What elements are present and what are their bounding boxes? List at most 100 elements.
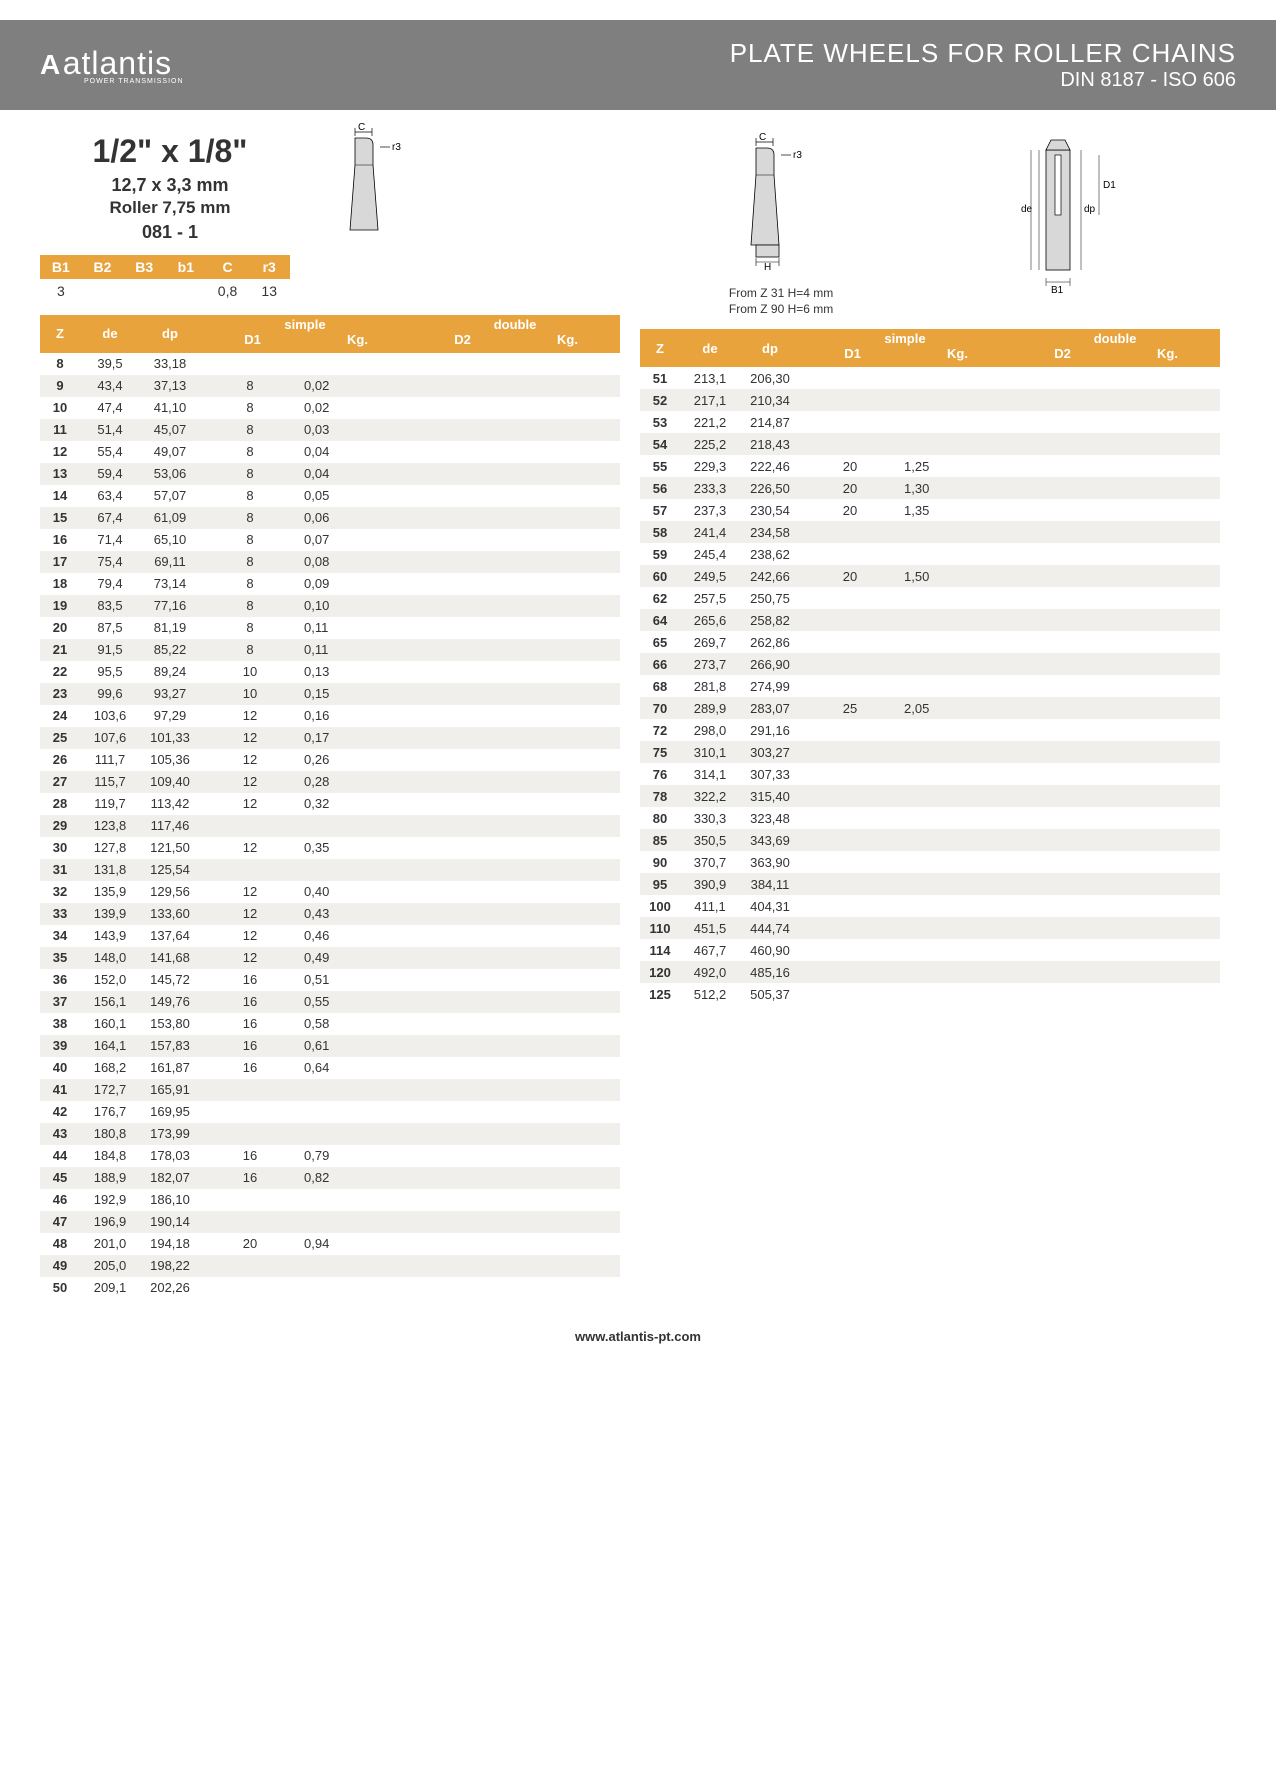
cell-dp: 214,87 bbox=[740, 415, 800, 430]
table-row: 110451,5444,74 bbox=[640, 917, 1220, 939]
cell-d1: 12 bbox=[200, 774, 300, 789]
table-row: 120492,0485,16 bbox=[640, 961, 1220, 983]
cell-d1: 10 bbox=[200, 686, 300, 701]
cell-z: 17 bbox=[40, 554, 80, 569]
cell-dp: 194,18 bbox=[140, 1236, 200, 1251]
table-row: 39164,1157,83160,61 bbox=[40, 1035, 620, 1057]
cell-dp: 291,16 bbox=[740, 723, 800, 738]
tbody-left: 839,533,18943,437,1380,021047,441,1080,0… bbox=[40, 353, 620, 1299]
cell-dp: 384,11 bbox=[740, 877, 800, 892]
table-row: 47196,9190,14 bbox=[40, 1211, 620, 1233]
left-column: 1/2" x 1/8" 12,7 x 3,3 mm Roller 7,75 mm… bbox=[40, 120, 620, 1299]
table-row: 943,437,1380,02 bbox=[40, 375, 620, 397]
cell-dp: 37,13 bbox=[140, 378, 200, 393]
cell-dp: 73,14 bbox=[140, 576, 200, 591]
diagrams-right: C r3 H From Z 31 H=4 mm From Z 9 bbox=[640, 130, 1220, 317]
logo: A atlantis POWER TRANSMISSION bbox=[40, 45, 184, 85]
cell-z: 31 bbox=[40, 862, 80, 877]
cell-de: 196,9 bbox=[80, 1214, 140, 1229]
cell-kg: 0,15 bbox=[300, 686, 360, 701]
cell-kg: 0,64 bbox=[300, 1060, 360, 1075]
cell-z: 100 bbox=[640, 899, 680, 914]
cell-de: 188,9 bbox=[80, 1170, 140, 1185]
cell-dp: 81,19 bbox=[140, 620, 200, 635]
cell-dp: 206,30 bbox=[740, 371, 800, 386]
svg-text:r3: r3 bbox=[392, 142, 401, 153]
cell-z: 15 bbox=[40, 510, 80, 525]
table-row: 49205,0198,22 bbox=[40, 1255, 620, 1277]
table-row: 24103,697,29120,16 bbox=[40, 705, 620, 727]
th-kg: Kg. bbox=[305, 332, 410, 351]
cell-z: 57 bbox=[640, 503, 680, 518]
table-row: 1359,453,0680,04 bbox=[40, 463, 620, 485]
table-row: 51213,1206,30 bbox=[640, 367, 1220, 389]
cell-de: 59,4 bbox=[80, 466, 140, 481]
cell-dp: 113,42 bbox=[140, 796, 200, 811]
header-right: PLATE WHEELS FOR ROLLER CHAINS DIN 8187 … bbox=[730, 38, 1236, 92]
cell-d1: 12 bbox=[200, 796, 300, 811]
cell-kg: 0,04 bbox=[300, 444, 360, 459]
cell-dp: 274,99 bbox=[740, 679, 800, 694]
table-row: 78322,2315,40 bbox=[640, 785, 1220, 807]
cell-d1: 8 bbox=[200, 554, 300, 569]
cell-z: 58 bbox=[640, 525, 680, 540]
header-subtitle: DIN 8187 - ISO 606 bbox=[730, 69, 1236, 92]
cell-d1: 8 bbox=[200, 598, 300, 613]
cell-dp: 307,33 bbox=[740, 767, 800, 782]
cell-z: 120 bbox=[640, 965, 680, 980]
cell-z: 30 bbox=[40, 840, 80, 855]
table-row: 2087,581,1980,11 bbox=[40, 617, 620, 639]
logo-mark: A bbox=[40, 49, 58, 80]
cell-de: 273,7 bbox=[680, 657, 740, 672]
cell-kg: 0,55 bbox=[300, 994, 360, 1009]
table-row: 100411,1404,31 bbox=[640, 895, 1220, 917]
cell-z: 80 bbox=[640, 811, 680, 826]
cell-kg: 1,30 bbox=[900, 481, 960, 496]
cell-z: 78 bbox=[640, 789, 680, 804]
cell-de: 192,9 bbox=[80, 1192, 140, 1207]
cell-z: 54 bbox=[640, 437, 680, 452]
table-header-left: Z de dp simple D1 Kg. double D2 bbox=[40, 315, 620, 353]
cell-de: 47,4 bbox=[80, 400, 140, 415]
cell-z: 64 bbox=[640, 613, 680, 628]
spec-main: 1/2" x 1/8" bbox=[40, 130, 300, 173]
cell-kg: 0,94 bbox=[300, 1236, 360, 1251]
table-row: 50209,1202,26 bbox=[40, 1277, 620, 1299]
cell-dp: 49,07 bbox=[140, 444, 200, 459]
table-row: 68281,8274,99 bbox=[640, 675, 1220, 697]
table-row: 1567,461,0980,06 bbox=[40, 507, 620, 529]
cell-kg: 0,58 bbox=[300, 1016, 360, 1031]
cell-z: 85 bbox=[640, 833, 680, 848]
table-row: 60249,5242,66201,50 bbox=[640, 565, 1220, 587]
cell-z: 90 bbox=[640, 855, 680, 870]
table-row: 25107,6101,33120,17 bbox=[40, 727, 620, 749]
cell-dp: 186,10 bbox=[140, 1192, 200, 1207]
right-column: C r3 H From Z 31 H=4 mm From Z 9 bbox=[640, 120, 1220, 1299]
cell-kg: 0,46 bbox=[300, 928, 360, 943]
cell-de: 225,2 bbox=[680, 437, 740, 452]
table-row: 2191,585,2280,11 bbox=[40, 639, 620, 661]
table-header-right: Z de dp simple D1 Kg. double D2 bbox=[640, 329, 1220, 367]
cell-dp: 485,16 bbox=[740, 965, 800, 980]
cell-kg: 1,25 bbox=[900, 459, 960, 474]
th-d1-r: D1 bbox=[800, 346, 905, 365]
cell-z: 66 bbox=[640, 657, 680, 672]
cell-de: 213,1 bbox=[680, 371, 740, 386]
th-double-group-r: double D2 Kg. bbox=[1010, 329, 1220, 367]
table-row: 44184,8178,03160,79 bbox=[40, 1145, 620, 1167]
cell-z: 36 bbox=[40, 972, 80, 987]
cell-de: 265,6 bbox=[680, 613, 740, 628]
cell-z: 75 bbox=[640, 745, 680, 760]
cell-dp: 363,90 bbox=[740, 855, 800, 870]
cell-dp: 505,37 bbox=[740, 987, 800, 1002]
cell-dp: 262,86 bbox=[740, 635, 800, 650]
cell-d1: 12 bbox=[200, 884, 300, 899]
cell-de: 322,2 bbox=[680, 789, 740, 804]
cell-kg: 0,51 bbox=[300, 972, 360, 987]
table-row: 1775,469,1180,08 bbox=[40, 551, 620, 573]
cell-kg: 0,09 bbox=[300, 576, 360, 591]
diagram-note-2: From Z 90 H=6 mm bbox=[729, 302, 833, 318]
cell-dp: 105,36 bbox=[140, 752, 200, 767]
cell-dp: 101,33 bbox=[140, 730, 200, 745]
cell-d1: 12 bbox=[200, 906, 300, 921]
